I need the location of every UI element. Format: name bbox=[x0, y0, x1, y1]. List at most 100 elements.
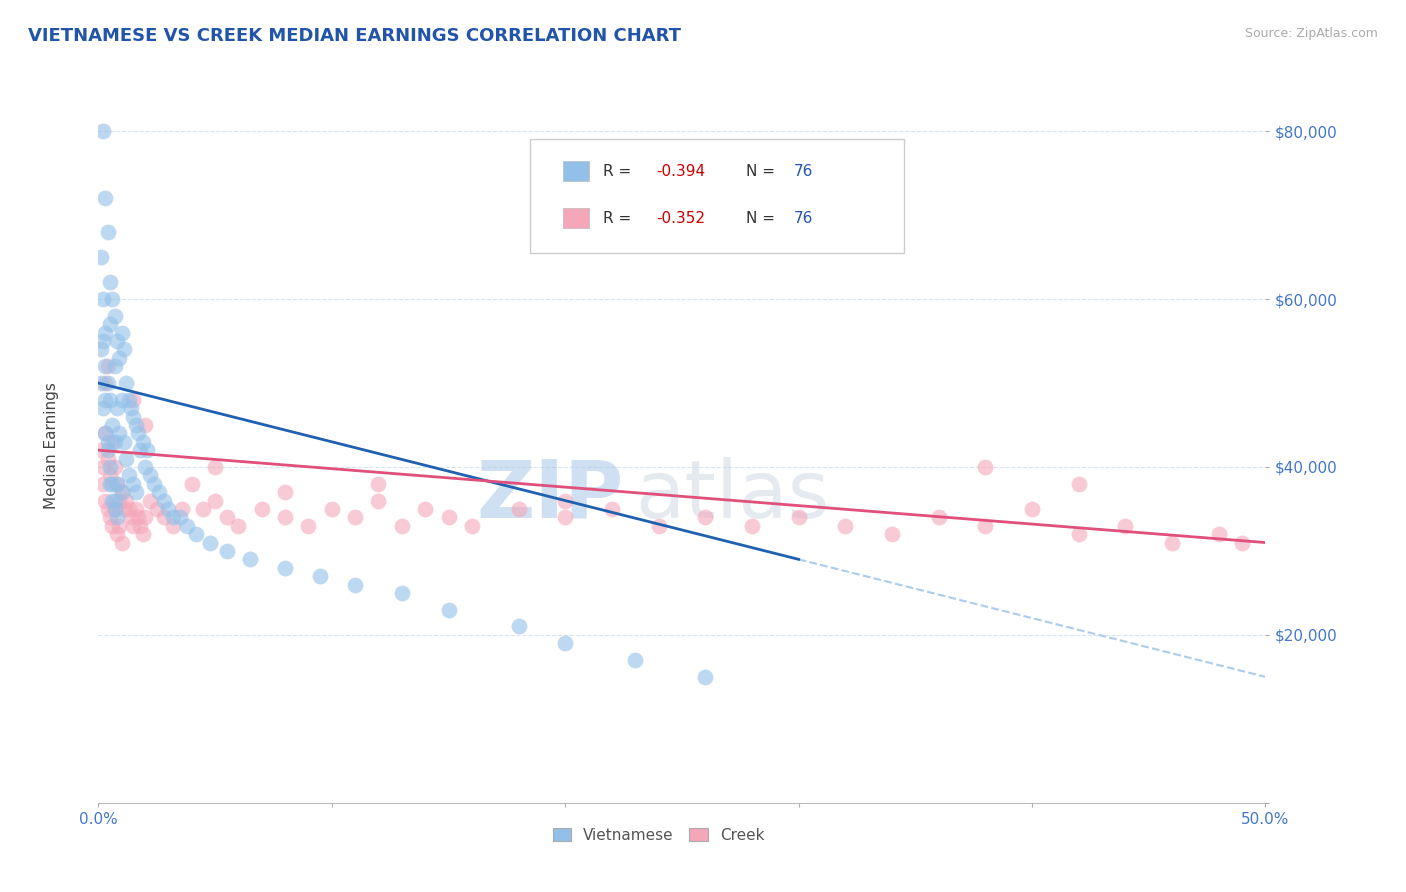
Point bbox=[112, 502, 135, 516]
Point bbox=[94, 493, 117, 508]
Point bbox=[321, 502, 343, 516]
Point bbox=[104, 359, 127, 374]
Point bbox=[1067, 476, 1090, 491]
Point bbox=[97, 359, 120, 374]
Point bbox=[101, 493, 124, 508]
Point bbox=[974, 460, 997, 475]
Point bbox=[104, 502, 127, 516]
Point bbox=[437, 510, 460, 524]
Text: Median Earnings: Median Earnings bbox=[44, 383, 59, 509]
Point bbox=[91, 334, 114, 348]
Point bbox=[122, 392, 145, 407]
Point bbox=[120, 510, 142, 524]
Point bbox=[146, 502, 169, 516]
Point bbox=[554, 636, 576, 650]
Point bbox=[111, 485, 134, 500]
Text: atlas: atlas bbox=[636, 457, 830, 535]
Point bbox=[94, 191, 117, 205]
Point bbox=[104, 502, 127, 516]
Point bbox=[111, 392, 134, 407]
FancyBboxPatch shape bbox=[530, 139, 904, 253]
Point bbox=[120, 401, 142, 416]
Point bbox=[162, 510, 184, 524]
Point bbox=[162, 518, 184, 533]
FancyBboxPatch shape bbox=[562, 161, 589, 181]
Point bbox=[143, 476, 166, 491]
Point bbox=[111, 535, 134, 549]
Point bbox=[928, 510, 950, 524]
Point bbox=[115, 376, 138, 390]
Point bbox=[344, 577, 367, 591]
Point bbox=[101, 476, 124, 491]
Text: 76: 76 bbox=[794, 163, 813, 178]
Point bbox=[309, 569, 332, 583]
Point bbox=[122, 409, 145, 424]
Text: -0.352: -0.352 bbox=[657, 211, 706, 226]
Point bbox=[108, 518, 131, 533]
Point bbox=[624, 653, 647, 667]
Point bbox=[101, 292, 124, 306]
Point bbox=[108, 493, 131, 508]
Point bbox=[91, 460, 114, 475]
Text: 76: 76 bbox=[794, 211, 813, 226]
Point bbox=[127, 426, 149, 441]
Point bbox=[94, 359, 117, 374]
Point bbox=[1114, 518, 1136, 533]
Point bbox=[134, 460, 156, 475]
Point bbox=[111, 485, 134, 500]
Point bbox=[367, 476, 389, 491]
Point bbox=[122, 518, 145, 533]
Text: VIETNAMESE VS CREEK MEDIAN EARNINGS CORRELATION CHART: VIETNAMESE VS CREEK MEDIAN EARNINGS CORR… bbox=[28, 27, 681, 45]
Point bbox=[1208, 527, 1230, 541]
Point bbox=[90, 443, 112, 458]
Text: R =: R = bbox=[603, 211, 636, 226]
Point bbox=[91, 401, 114, 416]
Point bbox=[98, 318, 121, 332]
Point bbox=[98, 460, 121, 475]
Point bbox=[118, 468, 141, 483]
Point bbox=[104, 434, 127, 449]
Text: -0.394: -0.394 bbox=[657, 163, 706, 178]
Text: R =: R = bbox=[603, 163, 636, 178]
Point bbox=[152, 493, 174, 508]
Point bbox=[115, 493, 138, 508]
Point bbox=[98, 275, 121, 289]
Point bbox=[600, 502, 623, 516]
Point bbox=[148, 485, 170, 500]
Point bbox=[741, 518, 763, 533]
Point bbox=[105, 476, 128, 491]
Point bbox=[136, 443, 159, 458]
Point bbox=[97, 443, 120, 458]
Point bbox=[508, 619, 530, 633]
Point bbox=[297, 518, 319, 533]
Point bbox=[125, 417, 148, 432]
Point bbox=[91, 292, 114, 306]
Point bbox=[129, 518, 152, 533]
Point bbox=[118, 502, 141, 516]
Point bbox=[461, 518, 484, 533]
Point bbox=[176, 518, 198, 533]
Point bbox=[112, 434, 135, 449]
Point bbox=[1230, 535, 1253, 549]
Point bbox=[413, 502, 436, 516]
Point bbox=[554, 510, 576, 524]
Point bbox=[695, 510, 717, 524]
Point bbox=[554, 493, 576, 508]
FancyBboxPatch shape bbox=[562, 208, 589, 228]
Point bbox=[204, 493, 226, 508]
Point bbox=[122, 476, 145, 491]
Point bbox=[98, 476, 121, 491]
Point bbox=[101, 518, 124, 533]
Point bbox=[139, 493, 162, 508]
Point bbox=[1067, 527, 1090, 541]
Point bbox=[274, 485, 297, 500]
Point bbox=[105, 510, 128, 524]
Point bbox=[104, 460, 127, 475]
Point bbox=[239, 552, 262, 566]
Point bbox=[98, 392, 121, 407]
Point bbox=[94, 392, 117, 407]
Point bbox=[437, 603, 460, 617]
Point bbox=[200, 535, 222, 549]
Point bbox=[134, 510, 156, 524]
Point bbox=[90, 343, 112, 357]
